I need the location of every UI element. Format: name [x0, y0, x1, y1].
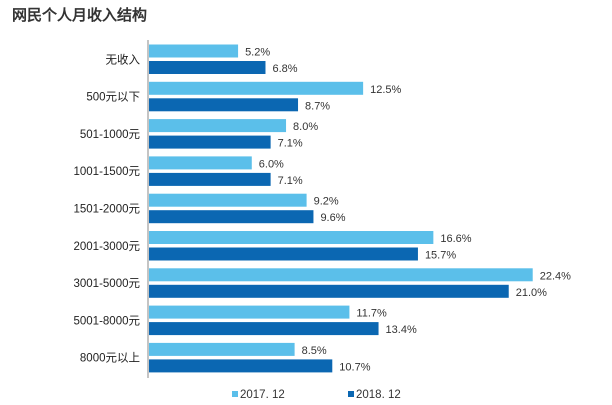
data-label: 8.7%: [305, 100, 330, 112]
bar-2018: [149, 98, 299, 112]
bar-2017: [149, 156, 252, 170]
bar-2018: [149, 61, 266, 74]
category-label: 3001-5000元: [74, 278, 141, 290]
bar-2018: [149, 210, 314, 224]
category-label: 500元以下: [86, 91, 140, 104]
data-label: 13.4%: [386, 324, 417, 336]
bar-2017: [149, 44, 239, 58]
bar-2017: [149, 231, 434, 244]
category-label: 5001-8000元: [74, 315, 141, 327]
category-label: 8000元以上: [80, 352, 140, 365]
legend-swatch: [232, 391, 238, 397]
bar-2017: [149, 305, 350, 319]
bar-2017: [149, 268, 533, 282]
category-label: 1501-2000元: [74, 203, 141, 215]
data-label: 21.0%: [516, 287, 547, 299]
bar-2018: [149, 247, 418, 261]
category-label: 2001-3000元: [74, 241, 141, 253]
bar-2018: [149, 284, 509, 298]
category-label: 无收入: [106, 52, 141, 66]
data-label: 8.5%: [302, 345, 327, 357]
data-label: 22.4%: [540, 270, 571, 282]
bar-2018: [149, 322, 379, 336]
data-label: 7.1%: [278, 175, 303, 187]
data-label: 15.7%: [425, 250, 456, 262]
category-label: 1001-1500元: [74, 166, 141, 178]
category-label: 501-1000元: [80, 129, 141, 141]
data-label: 9.2%: [314, 196, 339, 208]
bar-2018: [149, 135, 271, 149]
chart-title: 网民个人月收入结构: [12, 6, 148, 24]
bar-2017: [149, 119, 287, 133]
data-label: 7.1%: [278, 138, 303, 150]
data-label: 12.5%: [370, 84, 401, 96]
legend-swatch: [348, 391, 354, 397]
data-label: 10.7%: [339, 361, 370, 373]
bar-2017: [149, 81, 364, 95]
data-label: 16.6%: [440, 233, 471, 245]
data-label: 9.6%: [320, 212, 345, 224]
legend-label: 2018. 12: [356, 389, 401, 401]
data-label: 6.8%: [272, 63, 297, 75]
data-label: 6.0%: [259, 158, 284, 170]
bar-2018: [149, 172, 271, 186]
data-label: 8.0%: [293, 121, 318, 133]
bar-2018: [149, 359, 333, 373]
data-label: 5.2%: [245, 47, 270, 59]
bar-2017: [149, 342, 295, 356]
data-label: 11.7%: [356, 308, 387, 320]
legend-label: 2017. 12: [240, 389, 285, 401]
bar-2017: [149, 193, 307, 207]
